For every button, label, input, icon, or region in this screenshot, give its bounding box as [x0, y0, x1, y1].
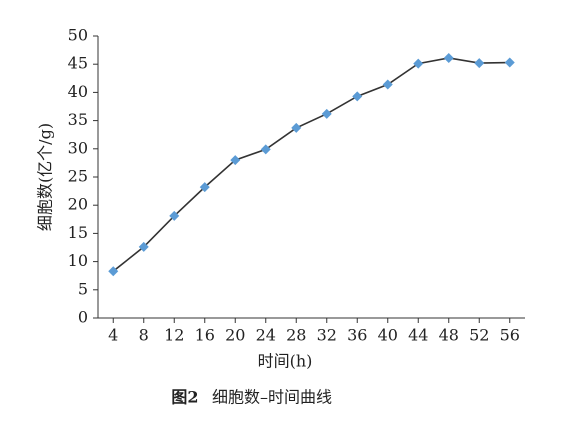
data-point — [230, 155, 241, 166]
data-point — [443, 52, 454, 63]
y-tick-label: 0 — [78, 308, 88, 327]
caption-number: 图2 — [171, 388, 198, 407]
x-tick-label: 16 — [195, 326, 215, 345]
x-tick-label: 48 — [439, 326, 459, 345]
data-point — [504, 57, 515, 68]
x-tick-label: 4 — [108, 326, 118, 345]
x-tick-label: 56 — [500, 326, 520, 345]
data-point — [108, 266, 119, 277]
y-tick-label: 25 — [68, 167, 88, 186]
data-point — [291, 122, 302, 133]
y-tick-label: 45 — [68, 54, 88, 73]
x-tick-label: 24 — [256, 326, 276, 345]
data-point — [413, 58, 424, 69]
y-tick-label: 50 — [68, 26, 88, 45]
data-point — [474, 58, 485, 69]
x-tick-label: 44 — [408, 326, 428, 345]
y-axis-label: 细胞数(亿个/g) — [36, 123, 55, 231]
y-tick-label: 10 — [68, 251, 88, 270]
x-tick-label: 36 — [347, 326, 367, 345]
x-tick-label: 40 — [378, 326, 398, 345]
x-tick-label: 28 — [286, 326, 306, 345]
x-tick-label: 32 — [317, 326, 337, 345]
data-point — [138, 241, 149, 252]
y-tick-label: 30 — [68, 138, 88, 157]
data-point — [352, 91, 363, 102]
y-tick-label: 40 — [68, 82, 88, 101]
y-tick-label: 35 — [68, 110, 88, 129]
data-point — [199, 182, 210, 193]
data-point — [382, 79, 393, 90]
data-point — [321, 108, 332, 119]
x-tick-label: 20 — [225, 326, 245, 345]
y-tick-label: 20 — [68, 195, 88, 214]
data-point — [260, 144, 271, 155]
x-tick-label: 8 — [139, 326, 149, 345]
x-tick-label: 12 — [164, 326, 184, 345]
x-tick-label: 52 — [469, 326, 489, 345]
caption-text: 细胞数–时间曲线 — [212, 388, 332, 407]
y-tick-label: 5 — [78, 279, 88, 298]
data-point — [169, 210, 180, 221]
series-line — [112, 57, 510, 272]
y-tick-label: 15 — [68, 223, 88, 242]
x-axis-label: 时间(h) — [258, 352, 313, 371]
